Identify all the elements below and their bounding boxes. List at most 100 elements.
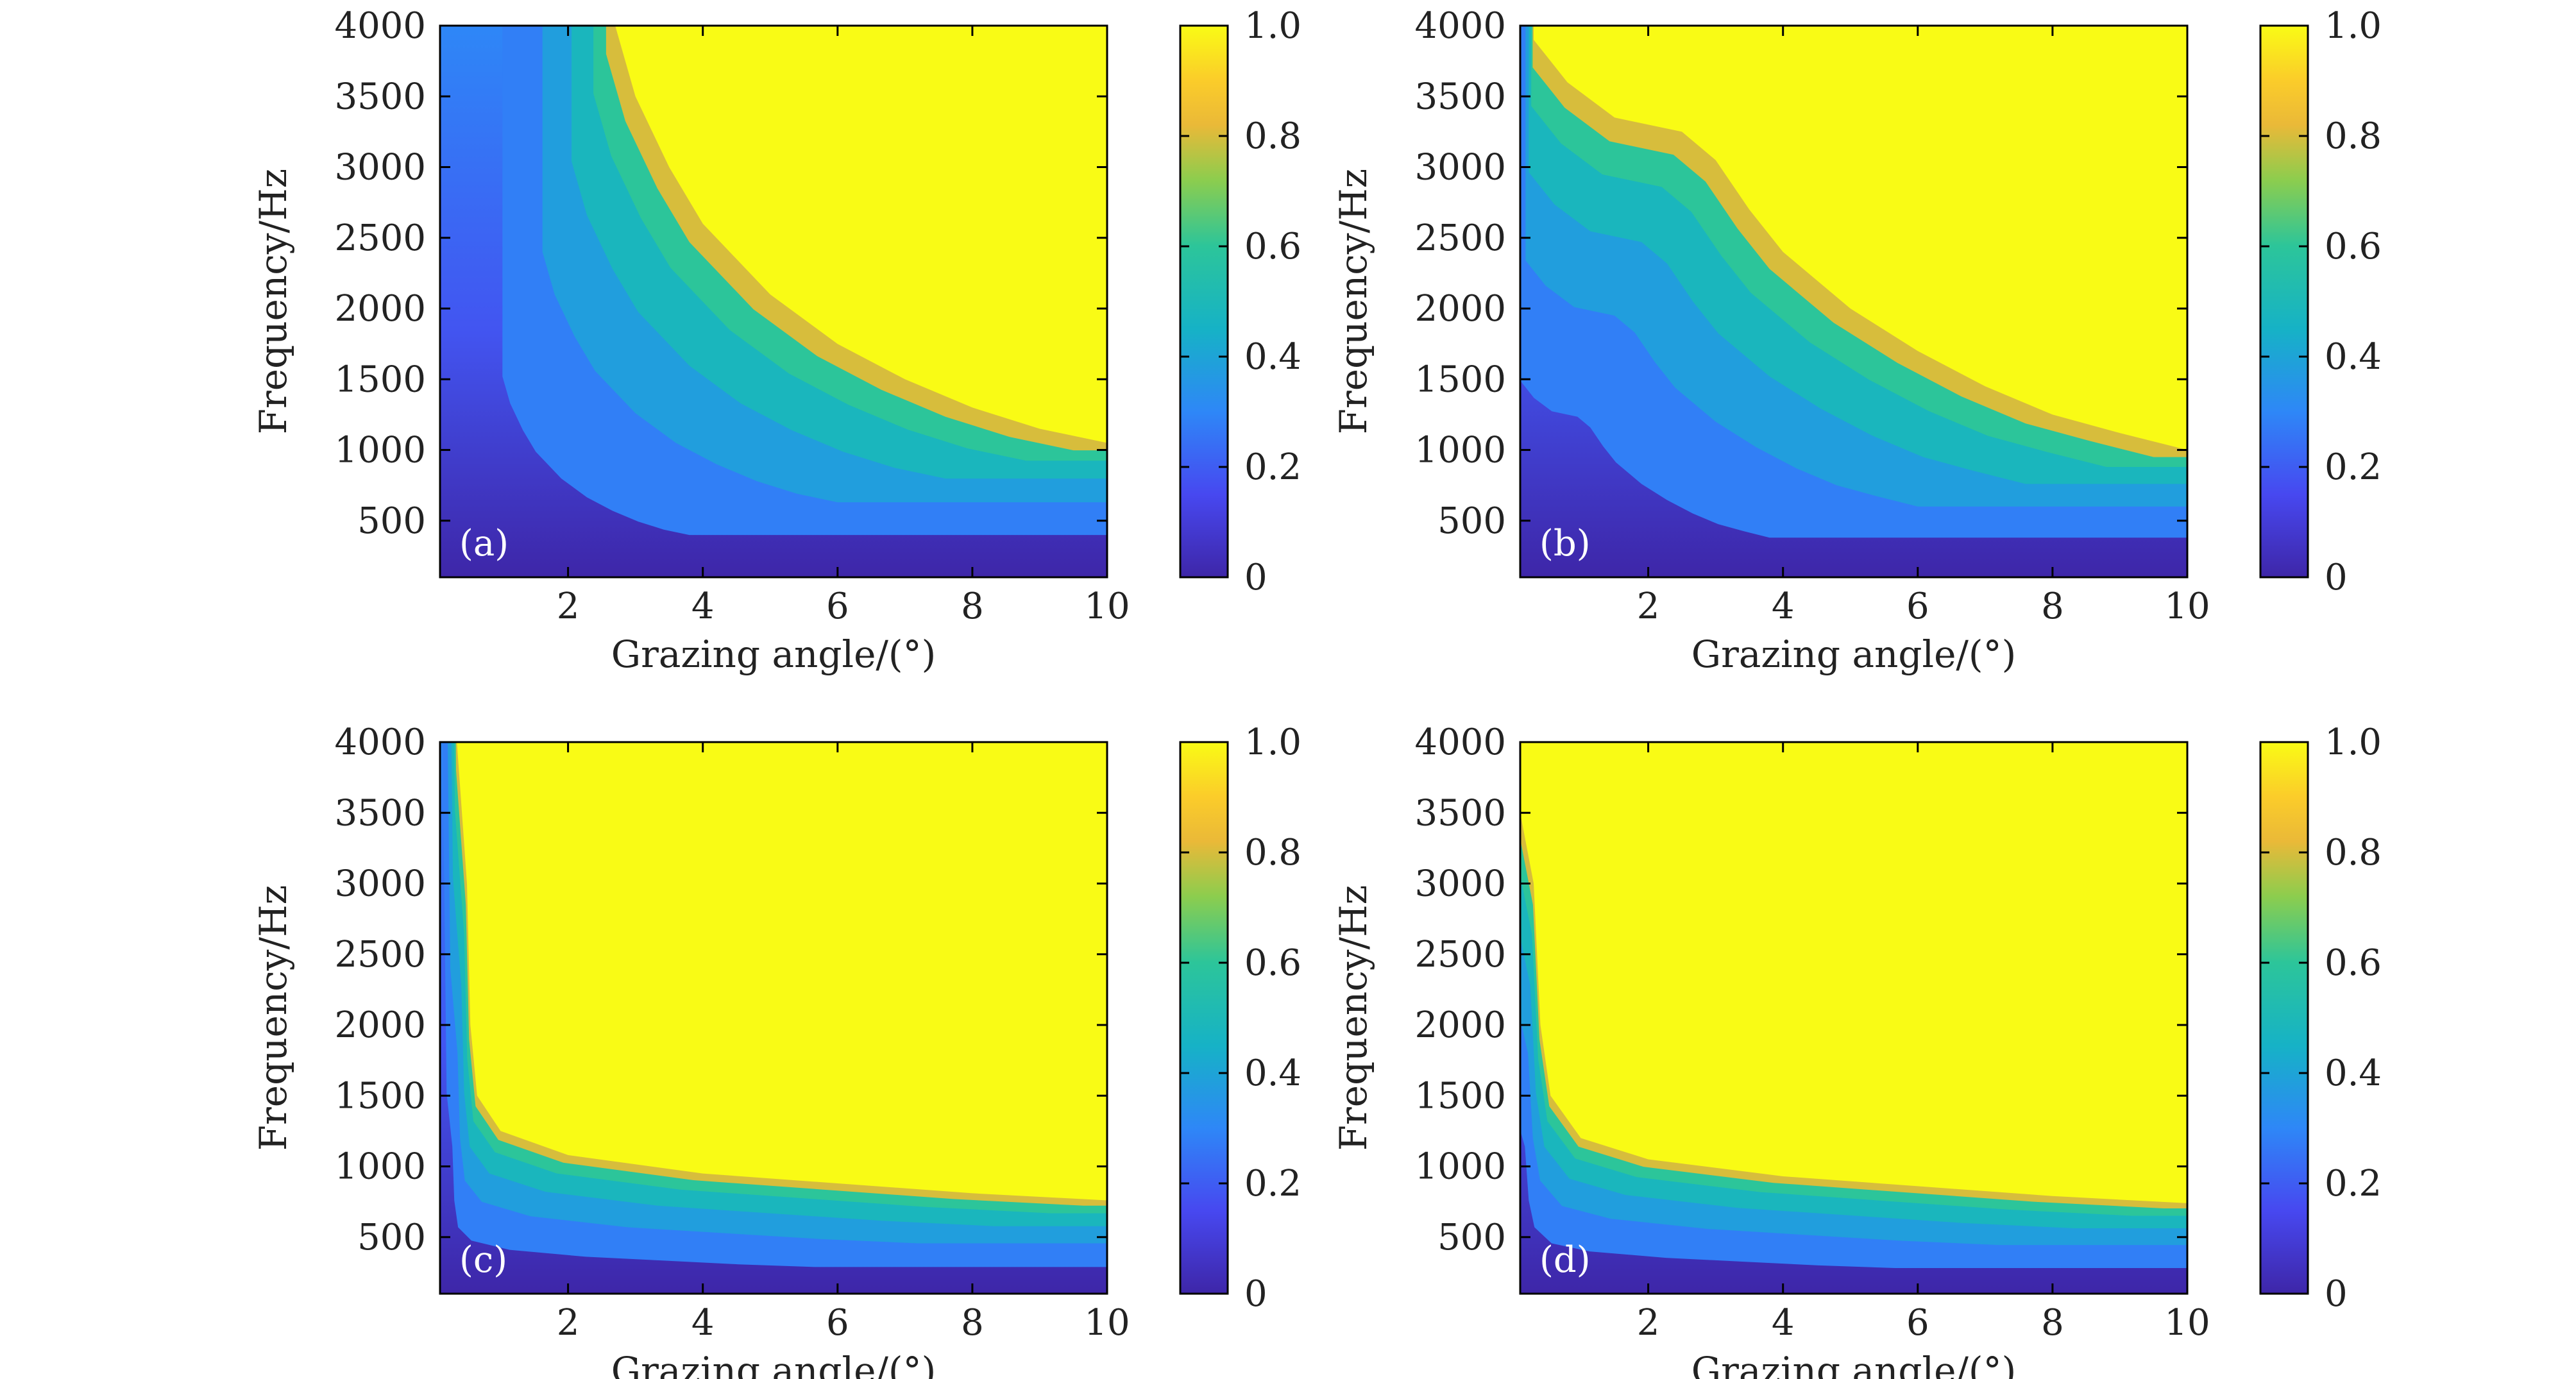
x-tick-label: 10: [2164, 1302, 2210, 1344]
colorbar-tick-label: 0: [1244, 557, 1267, 598]
colorbar-tick-label: 0.6: [1244, 226, 1301, 267]
plot-frame: [1519, 741, 2189, 1295]
colorbar-tick-label: 0.4: [1244, 1053, 1301, 1094]
colorbar-tick-label: 0.8: [2325, 115, 2382, 157]
y-tick-label: 3500: [1414, 792, 1506, 834]
x-tick-label: 2: [1637, 586, 1660, 627]
y-axis-title: Frequency/Hz: [1332, 885, 1375, 1151]
y-tick-label: 3000: [1414, 863, 1506, 905]
heatmap-field: [1520, 26, 2187, 577]
y-tick-label: 1000: [334, 1146, 426, 1188]
colorbar-tick-label: 0.8: [1244, 115, 1301, 157]
colorbar-tick-label: 1.0: [1244, 722, 1301, 763]
x-tick-label: 10: [2164, 586, 2210, 627]
plot-frame: [1519, 24, 2189, 579]
y-tick-label: 1500: [1414, 1075, 1506, 1117]
y-tick-label: 500: [1437, 1217, 1506, 1258]
colorbar-tick-label: 0: [2325, 1273, 2348, 1315]
y-tick-label: 1000: [334, 430, 426, 471]
x-tick-label: 2: [557, 1302, 580, 1344]
y-tick-label: 4000: [1414, 722, 1506, 763]
heatmap-field: [440, 742, 1107, 1294]
x-tick-label: 6: [826, 1302, 849, 1344]
colorbar-tick-label: 0.4: [2325, 1053, 2382, 1094]
panel-a: 2 4 6 8 10 500 1000 1500 2000 2500 3000 3500 4000 Gra…: [251, 5, 1301, 676]
y-tick-label: 1000: [1414, 1146, 1506, 1188]
x-axis-title: Grazing angle/(°): [1691, 1349, 2016, 1379]
colorbar-tick-label: 0: [2325, 557, 2348, 598]
y-tick-label: 1000: [1414, 430, 1506, 471]
colorbar-tick-label: 0.2: [1244, 1163, 1301, 1205]
colorbar-tick-label: 0.6: [2325, 942, 2382, 984]
colorbar-tick-label: 0.4: [2325, 336, 2382, 378]
y-tick-label: 2000: [334, 288, 426, 330]
y-tick-label: 2500: [1414, 217, 1506, 259]
panel-c: 2 4 6 8 10 500 1000 1500 2000 2500 3000 3500 4000 Gra…: [251, 722, 1301, 1379]
x-tick-label: 4: [691, 1302, 715, 1344]
heatmap-field: [1520, 742, 2187, 1294]
colorbar-tick-label: 1.0: [2325, 5, 2382, 47]
y-tick-label: 3500: [334, 792, 426, 834]
x-tick-label: 4: [691, 586, 715, 627]
x-tick-label: 10: [1084, 1302, 1130, 1344]
plot-frame: [439, 741, 1108, 1295]
y-tick-label: 3500: [1414, 76, 1506, 117]
contour-band-5: [457, 742, 1107, 1201]
x-axis-title: Grazing angle/(°): [611, 1349, 936, 1379]
colorbar-tick-label: 0.2: [2325, 1163, 2382, 1205]
y-axis-title: Frequency/Hz: [251, 169, 295, 434]
x-tick-label: 2: [557, 586, 580, 627]
colorbar: [2259, 24, 2309, 579]
panel-label: (b): [1539, 523, 1591, 564]
x-axis-title: Grazing angle/(°): [611, 632, 936, 676]
plot-frame: [439, 24, 1108, 579]
panel-label: (c): [459, 1239, 507, 1281]
contour-band-5: [1520, 742, 2187, 1203]
y-tick-label: 500: [357, 1217, 426, 1258]
y-tick-label: 1500: [334, 1075, 426, 1117]
x-tick-label: 4: [1772, 1302, 1795, 1344]
colorbar-tick-label: 1.0: [1244, 5, 1301, 47]
y-tick-label: 3000: [334, 147, 426, 189]
panel-d: 2 4 6 8 10 500 1000 1500 2000 2500 3000 3500 4000 Gra…: [1332, 722, 2382, 1379]
y-tick-label: 4000: [1414, 5, 1506, 47]
y-tick-label: 3500: [334, 76, 426, 117]
x-tick-label: 4: [1772, 586, 1795, 627]
colorbar-tick-label: 0.2: [1244, 446, 1301, 488]
contour-band-5: [615, 26, 1107, 443]
y-tick-label: 1500: [334, 359, 426, 400]
colorbar-tick-label: 0.2: [2325, 446, 2382, 488]
panel-label: (a): [459, 523, 509, 564]
y-tick-label: 2000: [1414, 288, 1506, 330]
colorbar-tick-label: 0.4: [1244, 336, 1301, 378]
panel-b: 2 4 6 8 10 500 1000 1500 2000 2500 3000 3500 4000 Gra…: [1332, 5, 2382, 676]
x-axis-title: Grazing angle/(°): [1691, 632, 2016, 676]
y-tick-label: 4000: [334, 5, 426, 47]
x-tick-label: 6: [1906, 586, 1929, 627]
y-tick-label: 2000: [1414, 1004, 1506, 1046]
colorbar-tick-label: 1.0: [2325, 722, 2382, 763]
y-tick-label: 3000: [1414, 147, 1506, 189]
y-tick-label: 4000: [334, 722, 426, 763]
x-tick-label: 6: [826, 586, 849, 627]
colorbar-tick-label: 0.8: [2325, 832, 2382, 874]
x-tick-label: 6: [1906, 1302, 1929, 1344]
y-tick-label: 2500: [334, 217, 426, 259]
colorbar: [1179, 24, 1229, 579]
colorbar-tick-label: 0: [1244, 1273, 1267, 1315]
colorbar-tick-label: 0.6: [2325, 226, 2382, 267]
x-tick-label: 8: [2041, 586, 2064, 627]
y-tick-label: 2500: [334, 934, 426, 976]
y-tick-label: 3000: [334, 863, 426, 905]
x-tick-label: 8: [961, 586, 984, 627]
contour-band-5: [1534, 26, 2187, 450]
y-tick-label: 1500: [1414, 359, 1506, 400]
y-axis-title: Frequency/Hz: [1332, 169, 1375, 434]
y-tick-label: 2000: [334, 1004, 426, 1046]
panel-label: (d): [1539, 1239, 1591, 1281]
x-tick-label: 2: [1637, 1302, 1660, 1344]
y-tick-label: 500: [357, 500, 426, 542]
colorbar: [2259, 741, 2309, 1295]
colorbar: [1179, 741, 1229, 1295]
